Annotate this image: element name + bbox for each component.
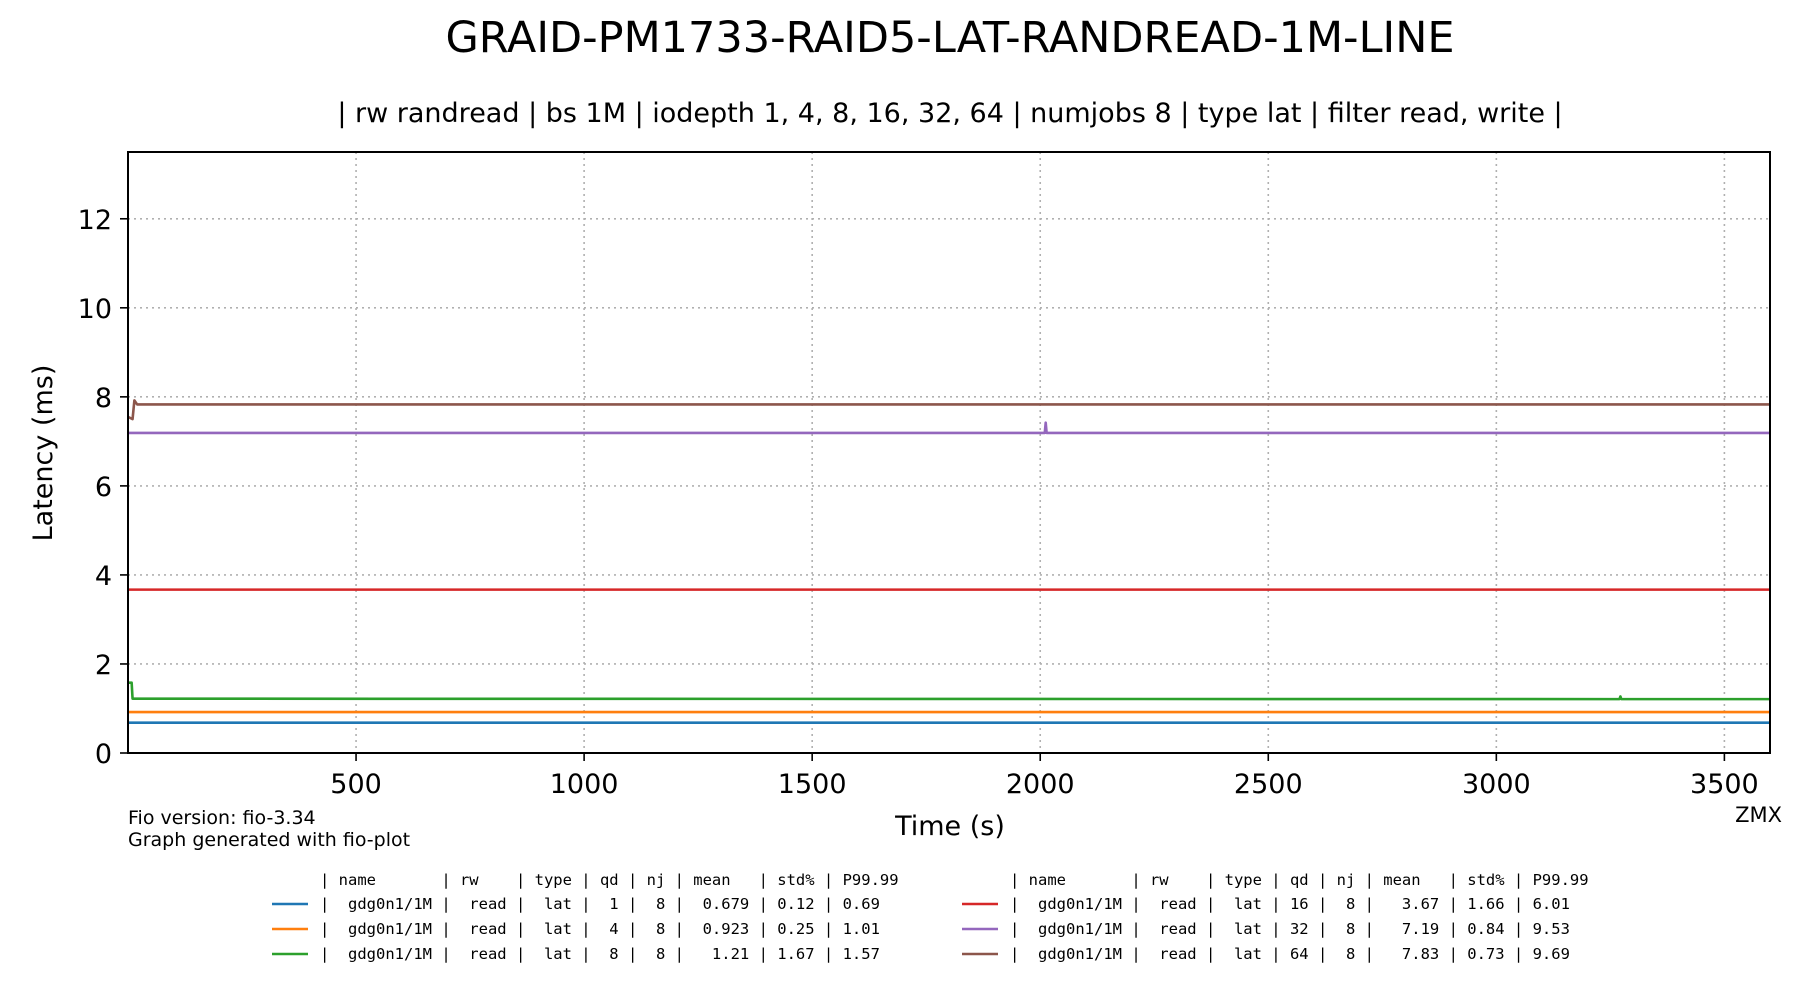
fio-version-note: Fio version: fio-3.34: [128, 807, 316, 829]
legend-row-3: | gdg0n1/1M | read | lat | 8 | 8 | 1.21 …: [320, 945, 880, 963]
chart-subtitle: | rw randread | bs 1M | iodepth 1, 4, 8,…: [337, 98, 1562, 129]
legend-row-4: | gdg0n1/1M | read | lat | 16 | 8 | 3.67…: [1010, 895, 1570, 913]
series-lines: [127, 399, 1770, 725]
author-mark: ZMX: [1735, 803, 1782, 827]
x-axis-label: Time (s): [894, 811, 1005, 842]
legend-header: | name | rw | type | qd | nj | mean | st…: [1010, 871, 1589, 889]
y-tick-label: 12: [78, 205, 112, 236]
x-tick-label: 500: [330, 769, 382, 800]
y-axis-label: Latency (ms): [28, 365, 59, 542]
fio-plot-note: Graph generated with fio-plot: [128, 829, 410, 851]
x-tick-label: 3500: [1690, 769, 1759, 800]
y-tick-label: 0: [95, 739, 112, 770]
y-tick-label: 8: [95, 383, 112, 414]
x-tick-label: 1000: [550, 769, 619, 800]
x-tick-label: 2000: [1006, 769, 1075, 800]
grid: [128, 152, 1770, 753]
x-tick-label: 2500: [1234, 769, 1303, 800]
legend-row-6: | gdg0n1/1M | read | lat | 64 | 8 | 7.83…: [1010, 945, 1570, 963]
y-tick-label: 4: [95, 561, 112, 592]
plot-frame: [127, 151, 1771, 754]
y-tick-label: 2: [95, 650, 112, 681]
legend-row-2: | gdg0n1/1M | read | lat | 4 | 8 | 0.923…: [320, 920, 880, 938]
x-tick-label: 1500: [778, 769, 847, 800]
legend-header: | name | rw | type | qd | nj | mean | st…: [320, 871, 899, 889]
y-tick-label: 6: [95, 472, 112, 503]
y-tick-label: 10: [78, 294, 112, 325]
x-tick-label: 3000: [1462, 769, 1531, 800]
chart-title: GRAID-PM1733-RAID5-LAT-RANDREAD-1M-LINE: [445, 13, 1454, 63]
legend-row-5: | gdg0n1/1M | read | lat | 32 | 8 | 7.19…: [1010, 920, 1570, 938]
legend-table: | name | rw | type | qd | nj | mean | st…: [272, 871, 1589, 963]
axis-ticks: 500 1000 1500 2000 2500 3000 3500 0 2 4 6 8 10 12: [78, 205, 1759, 800]
series-line-3: [128, 681, 1770, 701]
series-line-5: [128, 421, 1770, 435]
legend-row-1: | gdg0n1/1M | read | lat | 1 | 8 | 0.679…: [320, 895, 880, 913]
series-line-6: [127, 399, 1770, 421]
